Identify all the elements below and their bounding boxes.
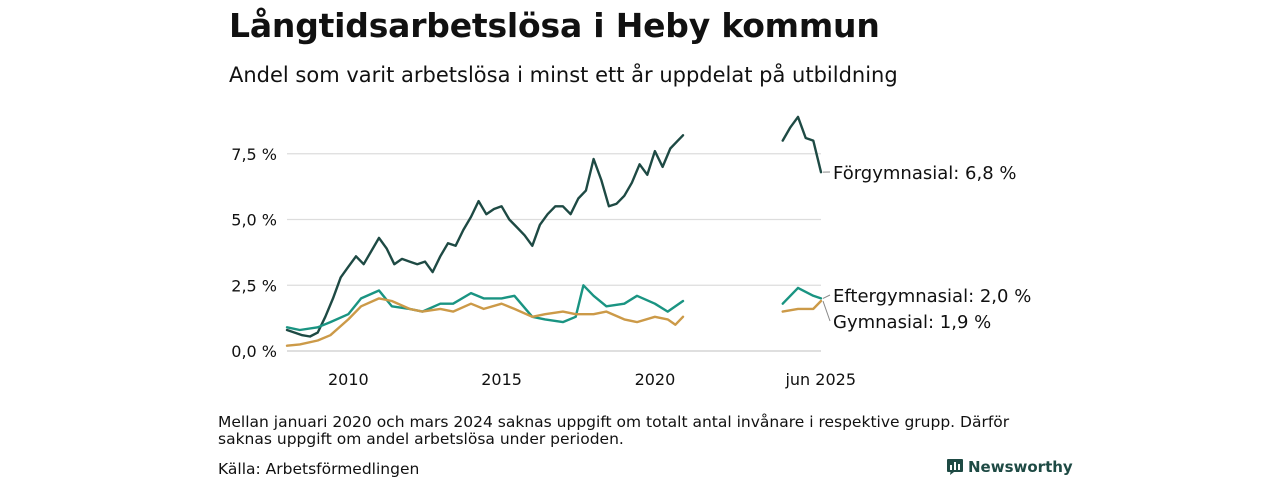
series-line-eftergymnasial [781, 286, 823, 305]
brand-name: Newsworthy [968, 458, 1073, 476]
y-axis-labels: 0,0 % 2,5 % 5,0 % 7,5 % [231, 145, 277, 361]
y-tick-label: 0,0 % [231, 342, 277, 361]
line-chart: 0,0 % 2,5 % 5,0 % 7,5 % 2010 2015 2020 jun 202… [231, 115, 1031, 389]
label-connector [822, 300, 831, 322]
x-axis-labels: 2010 2015 2020 jun 2025 [328, 370, 856, 389]
grid-lines [287, 153, 821, 352]
bar-chart-logo-icon [947, 459, 963, 475]
x-tick-label: 2015 [481, 370, 522, 389]
series-line-eftergymnasial [285, 284, 685, 332]
x-tick-label: 2020 [635, 370, 676, 389]
label-connector [822, 294, 831, 299]
series-line-förgymnasial [285, 134, 685, 338]
y-tick-label: 5,0 % [231, 211, 277, 230]
chart-title: Långtidsarbetslösa i Heby kommun [229, 6, 880, 45]
series-line-gymnasial [285, 297, 685, 347]
series-end-label: Förgymnasial: 6,8 % [833, 163, 1017, 184]
series-end-label: Eftergymnasial: 2,0 % [833, 286, 1031, 307]
y-tick-label: 7,5 % [231, 145, 277, 164]
y-tick-label: 2,5 % [231, 276, 277, 295]
footnote: Mellan januari 2020 och mars 2024 saknas… [218, 413, 1010, 448]
source-text: Källa: Arbetsförmedlingen [218, 460, 420, 478]
series-lines [285, 115, 823, 347]
brand-logo[interactable]: Newsworthy [946, 458, 1073, 476]
series-end-label: Gymnasial: 1,9 % [833, 312, 991, 333]
series-line-gymnasial [781, 299, 823, 313]
chart-subtitle: Andel som varit arbetslösa i minst ett å… [229, 63, 898, 87]
x-tick-label: jun 2025 [784, 370, 856, 389]
series-line-förgymnasial [781, 115, 823, 174]
x-tick-label: 2010 [328, 370, 369, 389]
series-end-labels: Förgymnasial: 6,8 % Eftergymnasial: 2,0 %… [822, 163, 1031, 333]
